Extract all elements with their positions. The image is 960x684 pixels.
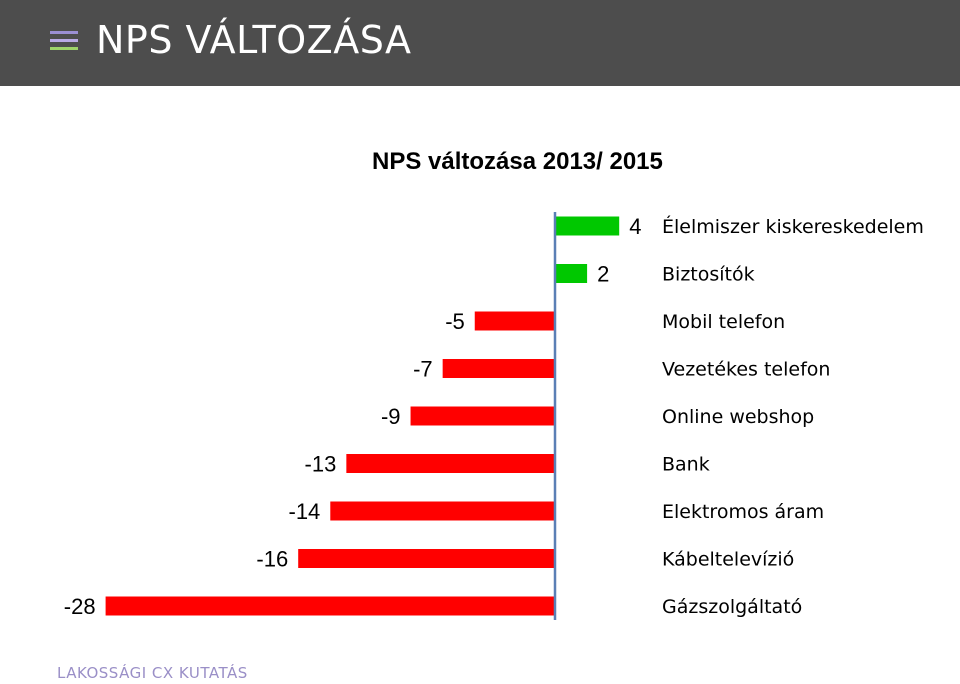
bar-3 bbox=[442, 359, 555, 378]
bar-0 bbox=[555, 216, 620, 236]
bar-2 bbox=[474, 311, 555, 331]
bar-1 bbox=[555, 264, 588, 283]
category-label-4: Online webshop bbox=[662, 406, 814, 428]
bar-5 bbox=[346, 454, 555, 473]
category-label-6: Elektromos áram bbox=[662, 501, 824, 523]
category-label-8: Gázszolgáltató bbox=[662, 596, 802, 618]
category-label-5: Bank bbox=[662, 454, 710, 476]
data-label-1: 2 bbox=[597, 262, 609, 287]
category-label-3: Vezetékes telefon bbox=[662, 359, 830, 381]
bar-4 bbox=[410, 406, 555, 426]
footer-text: LAKOSSÁGI CX KUTATÁS bbox=[57, 664, 248, 682]
data-label-7: -16 bbox=[256, 547, 288, 572]
bar-7 bbox=[298, 549, 555, 568]
bar-6 bbox=[330, 501, 555, 521]
data-label-5: -13 bbox=[305, 452, 337, 477]
chart-title: NPS változása 2013/ 2015 bbox=[372, 148, 663, 175]
data-label-2: -5 bbox=[445, 309, 465, 334]
category-label-2: Mobil telefon bbox=[662, 311, 785, 333]
page-title: NPS VÁLTOZÁSA bbox=[96, 18, 412, 62]
category-label-0: Élelmiszer kiskereskedelem bbox=[662, 215, 924, 238]
data-label-6: -14 bbox=[289, 499, 321, 524]
data-label-8: -28 bbox=[64, 594, 96, 619]
data-label-3: -7 bbox=[413, 357, 433, 382]
data-label-0: 4 bbox=[629, 214, 641, 239]
bar-8 bbox=[105, 596, 555, 616]
category-label-1: Biztosítók bbox=[662, 264, 755, 286]
menu-icon[interactable] bbox=[50, 31, 80, 61]
header-bar: NPS VÁLTOZÁSA bbox=[0, 0, 960, 86]
data-label-4: -9 bbox=[381, 404, 401, 429]
category-label-7: Kábeltelevízió bbox=[662, 549, 794, 571]
